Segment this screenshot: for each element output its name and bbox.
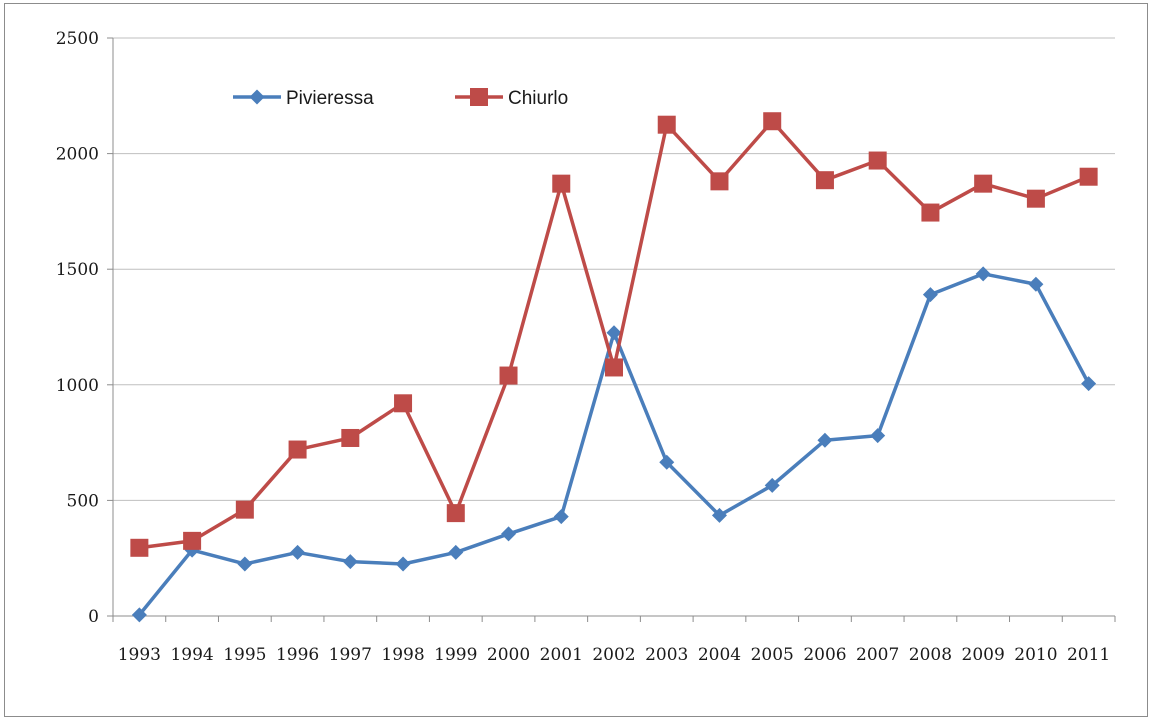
data-point <box>237 556 253 572</box>
data-point <box>922 287 938 303</box>
legend-item: Chiurlo <box>455 88 568 109</box>
legend-label: Chiurlo <box>508 88 568 109</box>
data-point <box>657 115 676 134</box>
legend-label: Pivieressa <box>286 88 374 109</box>
x-tick-label: 2003 <box>645 645 688 665</box>
chart-frame: 0 500 1000 1500 2000 2500 1993 1994 1995 1996 199… <box>4 3 1148 717</box>
series-layer <box>130 112 1098 623</box>
legend-marker <box>470 88 488 106</box>
data-point <box>290 544 306 560</box>
data-point <box>1079 167 1098 186</box>
y-tick-label: 500 <box>67 491 99 511</box>
data-point <box>448 544 464 560</box>
data-point <box>395 556 411 572</box>
data-point <box>288 440 307 459</box>
legend-marker <box>249 89 265 105</box>
x-tick-label: 2002 <box>592 645 635 665</box>
data-point <box>501 526 517 542</box>
y-tick-label: 1500 <box>56 260 99 280</box>
x-axis: 1993 1994 1995 1996 1997 1998 1999 2000 2001 2002… <box>112 615 1116 665</box>
y-tick-label: 2500 <box>56 29 99 49</box>
x-tick-label: 1998 <box>381 645 424 665</box>
x-tick-label: 1999 <box>434 645 477 665</box>
x-tick-label: 2007 <box>856 645 899 665</box>
data-point <box>711 507 727 523</box>
series-pivieressa <box>131 266 1097 623</box>
data-point <box>974 174 993 193</box>
x-tick-label: 2009 <box>962 645 1005 665</box>
data-point <box>763 112 782 131</box>
x-tick-label: 1997 <box>329 645 372 665</box>
data-point <box>235 500 254 519</box>
x-tick-label: 1993 <box>118 645 161 665</box>
series-chiurlo <box>130 112 1098 557</box>
data-point <box>1028 276 1044 292</box>
y-tick-label: 2000 <box>56 145 99 165</box>
data-point <box>130 538 149 557</box>
data-point <box>131 607 147 623</box>
data-point <box>1026 189 1045 208</box>
x-tick-label: 2001 <box>540 645 583 665</box>
legend-item: Pivieressa <box>233 88 374 109</box>
data-point <box>870 428 886 444</box>
data-point <box>183 531 202 550</box>
x-tick-label: 2010 <box>1014 645 1057 665</box>
data-point <box>552 174 571 193</box>
legend: Pivieressa Chiurlo <box>233 88 568 109</box>
data-point <box>342 554 358 570</box>
data-point <box>606 325 622 341</box>
x-tick-label: 2008 <box>909 645 952 665</box>
data-point <box>341 428 360 447</box>
data-point <box>605 358 623 377</box>
y-tick-label: 1000 <box>56 376 99 396</box>
data-point <box>394 394 413 413</box>
data-point <box>921 203 940 222</box>
data-point <box>553 509 569 525</box>
x-tick-label: 2005 <box>751 645 794 665</box>
x-tick-label: 1995 <box>223 645 266 665</box>
data-point <box>817 432 833 448</box>
x-tick-label: 2004 <box>698 645 741 665</box>
x-tick-label: 1996 <box>276 645 319 665</box>
data-point <box>1081 376 1097 392</box>
data-point <box>710 172 729 191</box>
data-point <box>499 366 518 385</box>
data-point <box>868 151 887 170</box>
series-line <box>138 272 1091 616</box>
x-tick-label: 1994 <box>170 645 213 665</box>
data-point <box>975 266 991 282</box>
data-point <box>659 454 675 470</box>
x-tick-label: 2006 <box>803 645 846 665</box>
data-point <box>446 504 465 523</box>
x-tick-label: 2000 <box>487 645 530 665</box>
y-axis: 0 500 1000 1500 2000 2500 <box>56 29 114 627</box>
data-point <box>764 477 780 493</box>
x-tick-label: 2011 <box>1067 645 1110 665</box>
data-point <box>815 171 834 190</box>
y-tick-label: 0 <box>88 607 99 627</box>
gridlines <box>113 37 1115 501</box>
